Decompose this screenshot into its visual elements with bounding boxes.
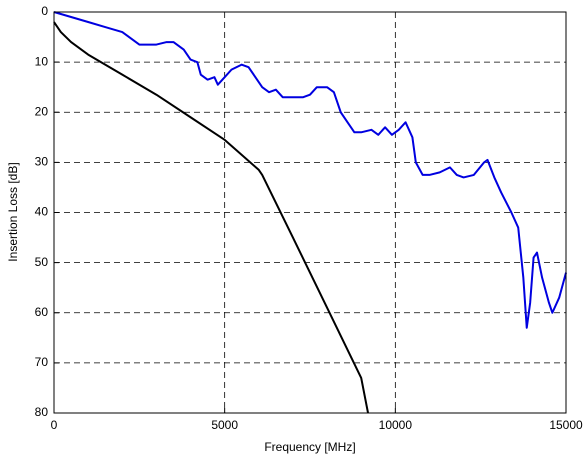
series-line [53, 21, 370, 414]
x-tick-label: 15000 [549, 418, 583, 432]
y-tick-label: 80 [35, 405, 49, 419]
y-tick-label: 70 [35, 355, 49, 369]
lines [53, 11, 567, 414]
y-tick-label: 30 [35, 155, 49, 169]
y-tick-label: 10 [35, 54, 49, 68]
y-tick-label: 0 [41, 4, 48, 18]
y-tick-label: 20 [35, 104, 49, 118]
series-line [53, 11, 567, 329]
y-axis-label: Insertion Loss [dB] [6, 162, 20, 261]
y-tick-label: 60 [35, 305, 49, 319]
x-tick-label: 10000 [379, 418, 413, 432]
x-tick-label: 0 [51, 418, 58, 432]
y-tick-label: 50 [35, 255, 49, 269]
x-axis-label: Frequency [MHz] [264, 440, 355, 454]
y-tick-label: 40 [35, 205, 49, 219]
x-tick-label: 5000 [211, 418, 238, 432]
plot-frame [53, 11, 567, 414]
